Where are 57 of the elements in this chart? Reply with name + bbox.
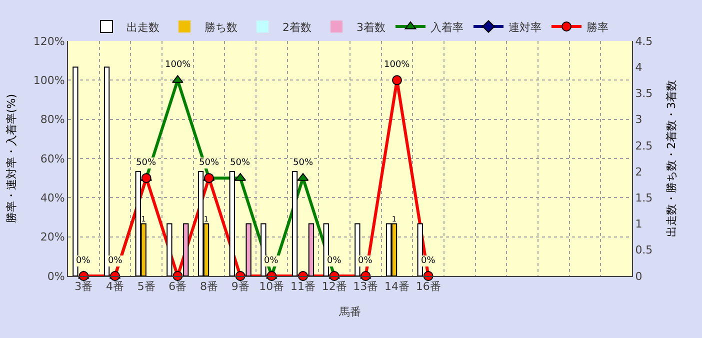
y2-tick-label: 0 — [635, 270, 642, 283]
y2-tick-label: 1.5 — [635, 192, 653, 205]
x-tick-label: 6番 — [168, 280, 187, 294]
data-label: 0% — [421, 256, 436, 266]
data-label: 0% — [108, 256, 123, 266]
data-label: 0% — [358, 256, 373, 266]
y2-tick-label: 3.5 — [635, 87, 653, 100]
data-label: 50% — [293, 158, 314, 168]
y-axis-title: 勝率・連対率・入着率(%) — [4, 94, 18, 224]
y2-tick-label: 3 — [635, 113, 642, 126]
data-label: 100% — [384, 60, 410, 70]
y-tick-label: 60% — [40, 152, 65, 166]
x-tick-label: 16番 — [416, 280, 441, 294]
x-tick-label: 10番 — [259, 280, 284, 294]
x-axis-title: 馬番 — [338, 305, 361, 318]
x-tick-label: 9番 — [231, 280, 250, 294]
x-tick-label: 5番 — [137, 280, 156, 294]
y2-tick-label: 4 — [635, 60, 642, 74]
data-label: 1 — [204, 214, 209, 224]
y2-tick-label: 0.5 — [635, 244, 653, 257]
legend-label: 勝ち数 — [204, 20, 238, 34]
data-label: 50% — [136, 158, 156, 168]
x-tick-label: 3番 — [74, 280, 93, 294]
y-tick-label: 20% — [40, 230, 65, 244]
legend-label: 勝率 — [586, 20, 608, 34]
point — [392, 75, 402, 86]
legend-label: 2着数 — [282, 20, 312, 34]
legend-label: 出走数 — [126, 20, 160, 34]
point — [204, 173, 214, 184]
y2-axis-title: 出走数・勝ち数・2着数・3着数 — [664, 80, 678, 237]
data-label: 1 — [392, 214, 397, 224]
y2-tick-label: 2 — [635, 165, 642, 178]
data-label: 1 — [141, 214, 146, 224]
data-label: 50% — [199, 158, 220, 168]
y2-tick-label: 4.5 — [635, 34, 653, 48]
x-tick-label: 11番 — [290, 280, 316, 294]
y-tick-label: 80% — [40, 113, 65, 126]
y-tick-label: 100% — [33, 74, 65, 88]
x-tick-label: 8番 — [200, 280, 218, 294]
x-tick-label: 12番 — [322, 280, 347, 294]
x-tick-label: 4番 — [106, 280, 124, 294]
legend-label: 連対率 — [508, 20, 542, 34]
y2-tick-label: 1 — [635, 218, 642, 231]
y-tick-label: 40% — [40, 192, 65, 205]
y-tick-label: 120% — [33, 34, 65, 48]
legend-label: 3着数 — [356, 20, 386, 34]
legend-label: 入着率 — [430, 20, 464, 34]
data-label: 0% — [76, 256, 91, 266]
point — [141, 173, 152, 184]
data-label: 100% — [165, 60, 192, 70]
y-tick-label: 0% — [47, 270, 65, 283]
y2-tick-label: 2.5 — [635, 139, 653, 152]
data-label: 0% — [264, 256, 279, 266]
x-tick-label: 14番 — [384, 280, 410, 294]
data-label: 0% — [327, 256, 342, 266]
data-label: 50% — [230, 158, 250, 168]
x-tick-label: 13番 — [353, 280, 378, 294]
